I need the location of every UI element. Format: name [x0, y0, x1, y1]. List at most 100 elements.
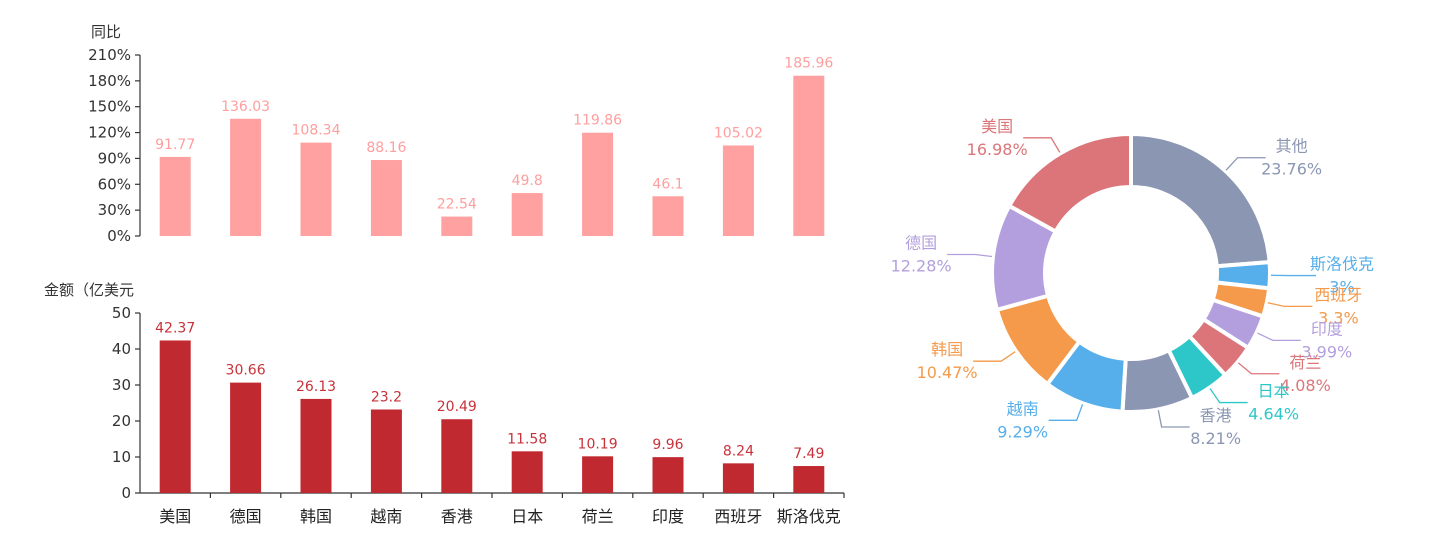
bar-value-label: 23.2	[371, 389, 402, 405]
slice-percent-label: 16.98%	[967, 140, 1028, 159]
y-tick-label: 50	[112, 304, 131, 322]
bar-value-label: 91.77	[155, 137, 195, 153]
slice-percent-label: 4.64%	[1248, 405, 1299, 424]
donut-slice	[1131, 134, 1270, 266]
slice-leader-line	[1238, 363, 1279, 374]
y-tick-label: 10	[112, 448, 131, 466]
slice-leader-line	[1023, 138, 1060, 153]
bar	[582, 456, 613, 493]
bar-value-label: 185.96	[784, 56, 833, 72]
slice-leader-line	[947, 254, 992, 256]
bar	[301, 399, 332, 493]
bar-value-label: 42.37	[155, 320, 195, 336]
bar	[160, 340, 191, 493]
slice-name-label: 斯洛伐克	[1310, 255, 1374, 274]
slice-percent-label: 9.29%	[997, 422, 1048, 441]
slice-leader-line	[1226, 158, 1266, 170]
y-tick-label: 60%	[98, 175, 131, 193]
bar-value-label: 20.49	[437, 399, 477, 415]
bar-value-label: 22.54	[437, 197, 477, 213]
slice-leader-line	[1158, 410, 1189, 427]
slice-name-label: 越南	[1007, 399, 1039, 418]
bar-value-label: 30.66	[226, 363, 266, 379]
slice-name-label: 印度	[1311, 319, 1343, 338]
slice-leader-line	[1268, 303, 1313, 307]
bar-value-label: 26.13	[296, 379, 336, 395]
slice-name-label: 德国	[905, 233, 937, 252]
bar	[371, 160, 402, 236]
slice-percent-label: 12.28%	[891, 256, 952, 275]
x-tick-label: 美国	[159, 507, 191, 526]
slice-name-label: 韩国	[931, 340, 963, 359]
bar	[582, 133, 613, 236]
bar-value-label: 10.19	[578, 436, 618, 452]
bar-value-label: 119.86	[573, 113, 622, 129]
bar	[160, 157, 191, 236]
share-donut-chart: 其他23.76%斯洛伐克3%西班牙3.3%印度3.99%荷兰4.08%日本4.6…	[891, 117, 1374, 448]
bar-value-label: 88.16	[366, 140, 406, 156]
y-tick-label: 120%	[88, 124, 131, 142]
slice-percent-label: 10.47%	[917, 363, 978, 382]
bar-value-label: 46.1	[652, 176, 683, 192]
slice-leader-line	[1049, 404, 1083, 420]
bar	[653, 457, 684, 493]
x-tick-label: 日本	[511, 507, 543, 526]
slice-percent-label: 23.76%	[1261, 160, 1322, 179]
slice-leader-line	[973, 352, 1015, 362]
y-tick-label: 0	[121, 484, 131, 502]
bar	[371, 409, 402, 493]
amount-bar-chart: 金额（亿美元 0 10 20 30 40 50 42.37 美国 30.66 德国 26.13 韩国 23…	[44, 281, 844, 526]
y-tick-label: 20	[112, 412, 131, 430]
y-tick-label: 180%	[88, 72, 131, 90]
x-tick-label: 斯洛伐克	[777, 507, 841, 526]
bar	[441, 419, 472, 493]
y-axis-title: 金额（亿美元	[44, 281, 134, 299]
bar	[512, 451, 543, 493]
bar	[793, 466, 824, 493]
bar	[512, 193, 543, 236]
x-tick-label: 印度	[652, 507, 684, 526]
bar-value-label: 136.03	[221, 99, 270, 115]
x-tick-label: 香港	[441, 507, 473, 526]
bar	[723, 145, 754, 236]
bar	[653, 196, 684, 236]
bar-value-label: 7.49	[793, 446, 824, 462]
slice-name-label: 西班牙	[1314, 285, 1362, 304]
bar	[441, 217, 472, 236]
slice-name-label: 日本	[1258, 382, 1290, 401]
bar-value-label: 9.96	[652, 437, 683, 453]
slice-percent-label: 8.21%	[1190, 429, 1241, 448]
y-tick-label: 30	[112, 376, 131, 394]
bar	[793, 76, 824, 236]
y-axis-title: 同比	[91, 23, 121, 41]
slice-name-label: 香港	[1200, 406, 1232, 425]
yoy-bar-chart: 同比 0% 30% 60% 90% 120% 150% 180% 210% 91.77 136.03…	[88, 23, 833, 245]
x-tick-label: 西班牙	[714, 507, 762, 526]
y-tick-label: 30%	[98, 201, 131, 219]
y-tick-label: 210%	[88, 46, 131, 64]
bar-value-label: 49.8	[512, 173, 543, 189]
x-tick-label: 德国	[230, 507, 262, 526]
bar-value-label: 108.34	[292, 123, 341, 139]
slice-name-label: 荷兰	[1289, 353, 1321, 372]
y-tick-label: 90%	[98, 149, 131, 167]
y-tick-label: 40	[112, 340, 131, 358]
bar-value-label: 8.24	[723, 443, 754, 459]
bar	[230, 383, 261, 493]
y-tick-label: 150%	[88, 98, 131, 116]
x-tick-label: 韩国	[300, 507, 332, 526]
y-tick-label: 0%	[107, 227, 131, 245]
slice-name-label: 其他	[1276, 137, 1308, 156]
slice-leader-line	[1210, 389, 1248, 403]
x-tick-label: 越南	[370, 507, 402, 526]
bar-value-label: 105.02	[714, 125, 763, 141]
bar	[301, 143, 332, 236]
bar	[230, 119, 261, 236]
bar-value-label: 11.58	[507, 431, 547, 447]
bar	[723, 463, 754, 493]
slice-name-label: 美国	[981, 117, 1013, 136]
slice-leader-line	[1257, 333, 1300, 340]
x-tick-label: 荷兰	[582, 507, 614, 526]
